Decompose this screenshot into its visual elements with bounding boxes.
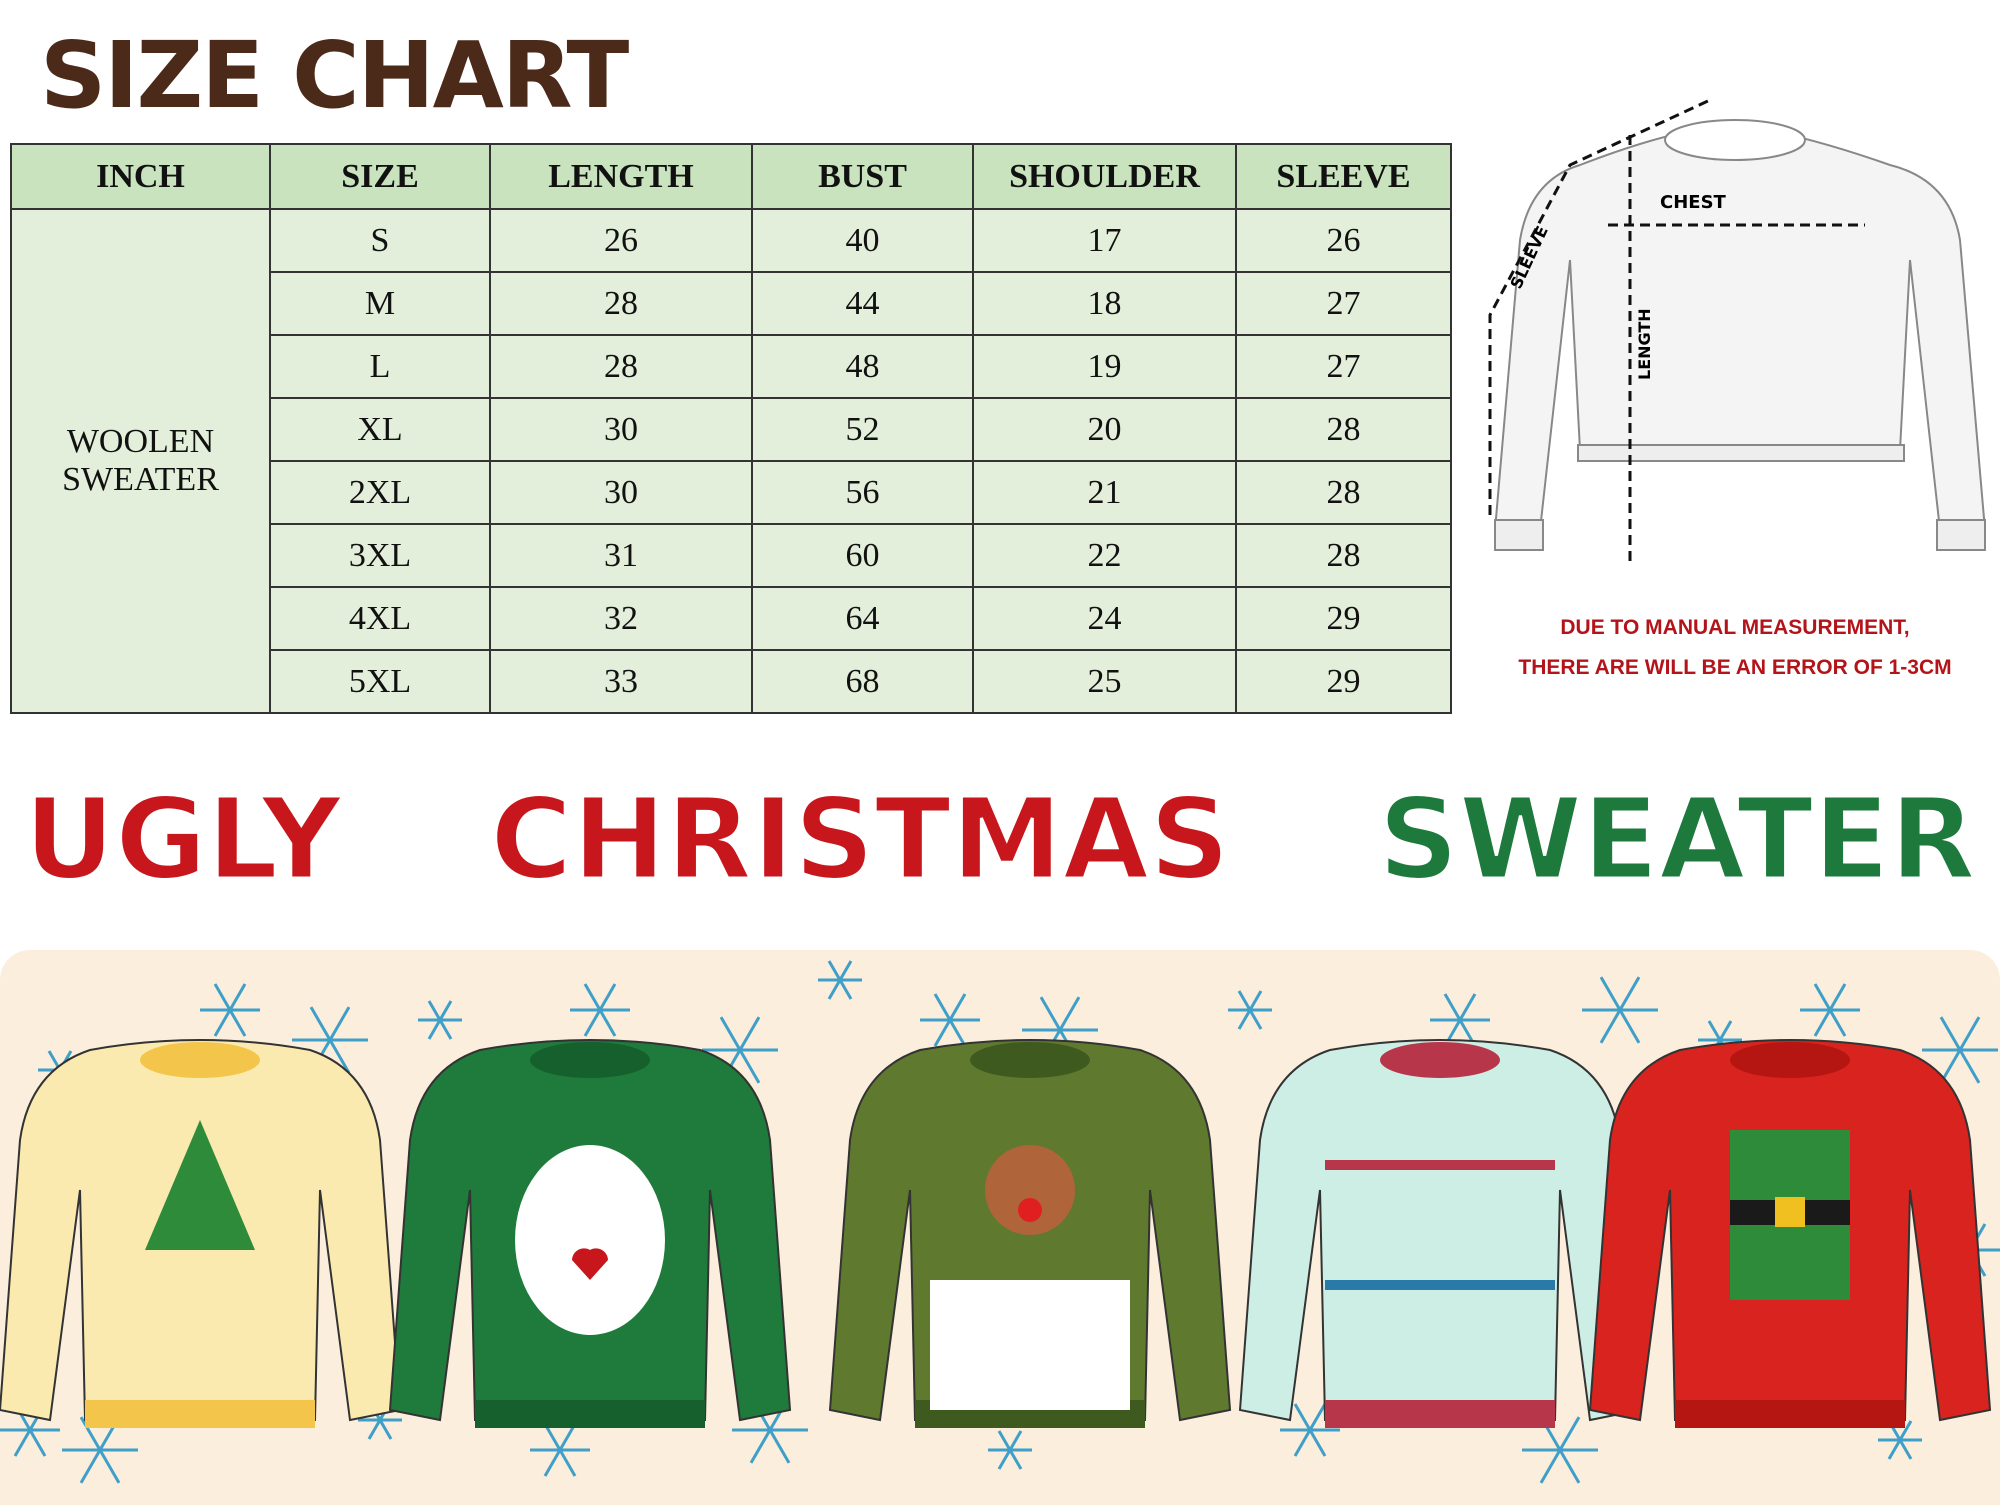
snowflake-icon (920, 993, 980, 1047)
table-cell-bust: 44 (751, 271, 974, 336)
sweater-measurement-diagram: CHEST LENGTH SLEEVE (1488, 98, 1987, 565)
header-size: SIZE (269, 143, 491, 210)
nordic-pattern-sweater-icon (1238, 1039, 1642, 1428)
table-cell-size: 3XL (269, 523, 491, 588)
snowflake-icon (418, 1000, 462, 1040)
table-cell-sleeve: 29 (1235, 586, 1452, 651)
snowflake-icon (818, 960, 862, 1000)
table-cell-size: XL (269, 397, 491, 462)
snowflake-icon (1800, 983, 1860, 1037)
header-length: LENGTH (489, 143, 753, 210)
table-cell-size: M (269, 271, 491, 336)
sweater-illustrations (0, 950, 2000, 1505)
table-row: 2XL 30 56 21 28 (11, 460, 1452, 525)
table-cell-size: 5XL (269, 649, 491, 714)
table-cell-sleeve: 29 (1235, 649, 1452, 714)
table-row: 5XL 33 68 25 29 (11, 649, 1452, 714)
table-cell-shoulder: 25 (972, 649, 1237, 714)
table-cell-bust: 60 (751, 523, 974, 588)
chest-label: CHEST (1660, 192, 1727, 213)
table-cell-length: 30 (489, 397, 753, 462)
snowflake-icon (1922, 1016, 1998, 1084)
snowflake-icon (570, 983, 630, 1037)
table-cell-size: 4XL (269, 586, 491, 651)
table-cell-length: 28 (489, 271, 753, 336)
table-cell-sleeve: 28 (1235, 460, 1452, 525)
table-cell-size: L (269, 334, 491, 399)
table-row: 4XL 32 64 24 29 (11, 586, 1452, 651)
table-cell-sleeve: 28 (1235, 523, 1452, 588)
snowflake-icon (292, 1006, 368, 1074)
table-cell-sleeve: 28 (1235, 397, 1452, 462)
table-cell-shoulder: 19 (972, 334, 1237, 399)
table-cell-shoulder: 21 (972, 460, 1237, 525)
sweater-art (0, 960, 2000, 1484)
table-cell-length: 28 (489, 334, 753, 399)
table-cell-bust: 68 (751, 649, 974, 714)
header-shoulder: SHOULDER (972, 143, 1237, 210)
note-line-1: DUE TO MANUAL MEASUREMENT, (1560, 616, 1910, 639)
table-cell-bust: 48 (751, 334, 974, 399)
table-cell-length: 26 (489, 208, 753, 273)
table-cell-shoulder: 18 (972, 271, 1237, 336)
table-cell-length: 33 (489, 649, 753, 714)
snowflake-icon (1280, 1403, 1340, 1457)
table-cell-size: 2XL (269, 460, 491, 525)
table-cell-length: 32 (489, 586, 753, 651)
table-row: M 28 44 18 27 (11, 271, 1452, 336)
note-line-2: THERE ARE WILL BE AN ERROR OF 1-3CM (1518, 656, 1952, 679)
table-cell-shoulder: 24 (972, 586, 1237, 651)
header-bust: BUST (751, 143, 974, 210)
table-cell-bust: 40 (751, 208, 974, 273)
table-cell-bust: 56 (751, 460, 974, 525)
banner-word-sweater: SWEATER (1377, 774, 1978, 907)
measurement-note: DUE TO MANUAL MEASUREMENT, THERE ARE WIL… (1480, 608, 1990, 688)
table-row: 3XL 31 60 22 28 (11, 523, 1452, 588)
snowflake-icon (988, 1430, 1032, 1470)
snowflake-icon (200, 983, 260, 1037)
header-inch: INCH (10, 143, 271, 210)
size-table: INCH SIZE LENGTH BUST SHOULDER SLEEVE WO… (10, 143, 1452, 714)
snowflake-icon (1430, 993, 1490, 1047)
length-label: LENGTH (1635, 308, 1654, 380)
table-header-row: INCH SIZE LENGTH BUST SHOULDER SLEEVE (10, 143, 1452, 210)
table-cell-length: 31 (489, 523, 753, 588)
table-row: XL 30 52 20 28 (11, 397, 1452, 462)
table-cell-shoulder: 22 (972, 523, 1237, 588)
ugly-christmas-sweater-banner: UGLY CHRISTMAS SWEATER (0, 745, 2000, 935)
category-cell: WOOLEN SWEATER (10, 208, 271, 714)
table-cell-size: S (269, 208, 491, 273)
table-cell-bust: 52 (751, 397, 974, 462)
table-row: L 28 48 19 27 (11, 334, 1452, 399)
snowflake-icon (530, 1423, 590, 1477)
table-cell-sleeve: 27 (1235, 271, 1452, 336)
snowflake-icon (1228, 990, 1272, 1030)
table-cell-shoulder: 20 (972, 397, 1237, 462)
table-row: WOOLEN SWEATER S 26 40 17 26 (10, 208, 1452, 714)
snowflake-icon (1522, 1416, 1598, 1484)
table-cell-length: 30 (489, 460, 753, 525)
snowflake-icon (1582, 976, 1658, 1044)
table-cell-sleeve: 26 (1235, 208, 1452, 273)
table-cell-shoulder: 17 (972, 208, 1237, 273)
size-chart-title: SIZE CHART (40, 22, 629, 129)
banner-word-ugly: UGLY (23, 774, 344, 907)
header-sleeve: SLEEVE (1235, 143, 1452, 210)
table-cell-sleeve: 27 (1235, 334, 1452, 399)
banner-word-christmas: CHRISTMAS (489, 774, 1232, 907)
table-cell-bust: 64 (751, 586, 974, 651)
